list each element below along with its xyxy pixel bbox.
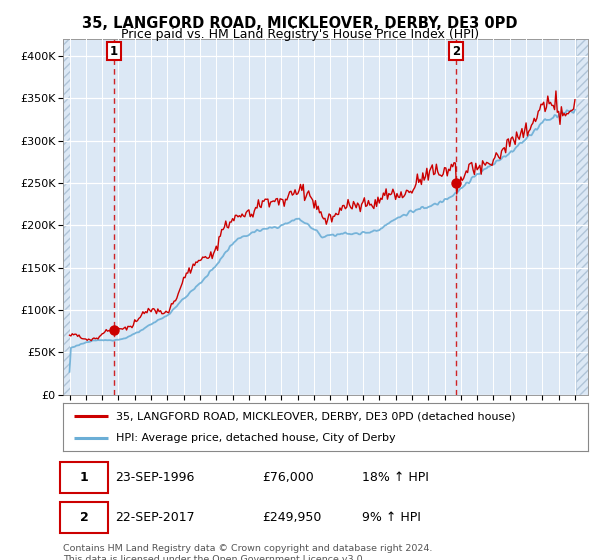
Text: 1: 1 (110, 45, 118, 58)
Text: £76,000: £76,000 (263, 471, 314, 484)
Text: Contains HM Land Registry data © Crown copyright and database right 2024.
This d: Contains HM Land Registry data © Crown c… (63, 544, 433, 560)
Text: Price paid vs. HM Land Registry's House Price Index (HPI): Price paid vs. HM Land Registry's House … (121, 28, 479, 41)
Text: 9% ↑ HPI: 9% ↑ HPI (362, 511, 421, 524)
FancyBboxPatch shape (61, 462, 107, 493)
Text: 23-SEP-1996: 23-SEP-1996 (115, 471, 195, 484)
Text: 35, LANGFORD ROAD, MICKLEOVER, DERBY, DE3 0PD: 35, LANGFORD ROAD, MICKLEOVER, DERBY, DE… (82, 16, 518, 31)
Text: £249,950: £249,950 (263, 511, 322, 524)
Text: 35, LANGFORD ROAD, MICKLEOVER, DERBY, DE3 0PD (detached house): 35, LANGFORD ROAD, MICKLEOVER, DERBY, DE… (115, 411, 515, 421)
Text: HPI: Average price, detached house, City of Derby: HPI: Average price, detached house, City… (115, 433, 395, 443)
Text: 18% ↑ HPI: 18% ↑ HPI (362, 471, 429, 484)
Text: 2: 2 (452, 45, 460, 58)
Text: 22-SEP-2017: 22-SEP-2017 (115, 511, 195, 524)
Text: 2: 2 (80, 511, 88, 524)
Text: 1: 1 (80, 471, 88, 484)
FancyBboxPatch shape (61, 502, 107, 533)
